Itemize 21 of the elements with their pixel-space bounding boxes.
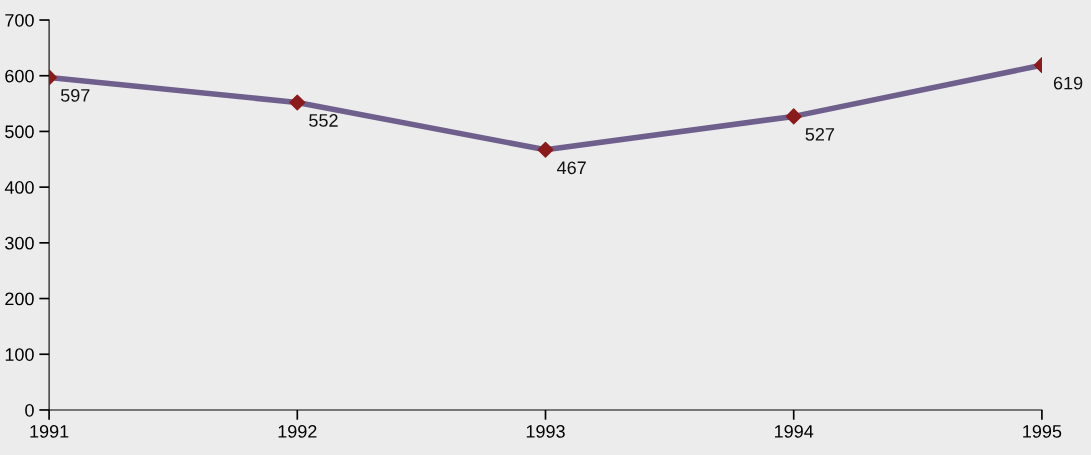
y-tick-label: 700 (5, 13, 34, 27)
x-tick-label: 1995 (1023, 425, 1062, 438)
x-tick-label: 1993 (526, 425, 565, 438)
point (289, 94, 306, 111)
y-tick-label: 200 (5, 292, 34, 306)
y-tick-label: 600 (5, 69, 34, 83)
y-tick-label: 400 (4, 181, 34, 194)
data-label: 619 (1053, 76, 1083, 90)
point (785, 108, 802, 125)
y-tick-label: 300 (5, 236, 34, 250)
data-label: 552 (309, 114, 338, 127)
y-tick-label: 100 (5, 348, 34, 361)
y-tick-label: 500 (5, 125, 34, 139)
x-tick-label: 1994 (775, 425, 814, 438)
point (537, 141, 554, 158)
data-label: 597 (60, 88, 90, 102)
data-label: 467 (557, 161, 586, 175)
data-label: 527 (805, 127, 835, 141)
y-tick-label: 0 (25, 403, 34, 417)
x-tick-label: 1992 (278, 425, 317, 438)
x-tick-label: 1991 (30, 425, 69, 438)
